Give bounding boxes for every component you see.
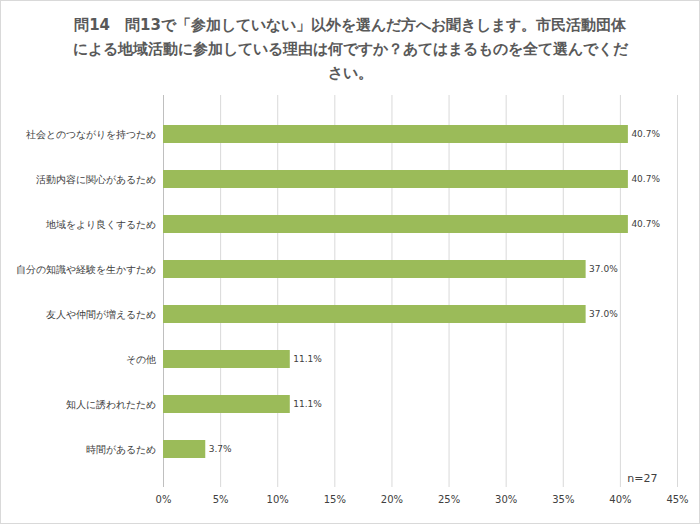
svg-text:5%: 5% [213, 494, 229, 505]
svg-text:40.7%: 40.7% [631, 129, 660, 139]
svg-text:3.7%: 3.7% [209, 444, 232, 454]
svg-text:時間があるため: 時間があるため [86, 444, 156, 455]
svg-text:社会とのつながりを持つため: 社会とのつながりを持つため [26, 129, 156, 140]
svg-text:0%: 0% [156, 494, 172, 505]
svg-text:25%: 25% [438, 494, 460, 505]
svg-text:20%: 20% [381, 494, 403, 505]
svg-text:知人に誘われたため: 知人に誘われたため [66, 399, 156, 410]
svg-text:45%: 45% [666, 494, 688, 505]
svg-text:40.7%: 40.7% [631, 174, 660, 184]
svg-text:11.1%: 11.1% [293, 399, 322, 409]
svg-text:37.0%: 37.0% [589, 264, 618, 274]
svg-text:35%: 35% [552, 494, 574, 505]
html-text:問14 問13で「参加していない」以外を選んだ方へお聞きしま: 問14 問13で「参加していない」以外を選んだ方へお聞きします。市民活動団体によ… [72, 16, 628, 82]
svg-text:30%: 30% [495, 494, 517, 505]
svg-text:地域をより良くするため: 地域をより良くするため [45, 219, 156, 230]
svg-text:37.0%: 37.0% [589, 309, 618, 319]
svg-text:15%: 15% [324, 494, 346, 505]
svg-text:自分の知識や経験を生かすため: 自分の知識や経験を生かすため [16, 264, 156, 275]
svg-text:その他: その他 [126, 354, 156, 365]
svg-text:10%: 10% [267, 494, 289, 505]
svg-text:活動内容に関心があるため: 活動内容に関心があるため [36, 174, 156, 185]
svg-text:40%: 40% [609, 494, 631, 505]
svg-text:n=27: n=27 [627, 472, 657, 485]
svg-text:40.7%: 40.7% [631, 219, 660, 229]
svg-text:友人や仲間が増えるため: 友人や仲間が増えるため [46, 309, 156, 320]
svg-text:11.1%: 11.1% [293, 354, 322, 364]
